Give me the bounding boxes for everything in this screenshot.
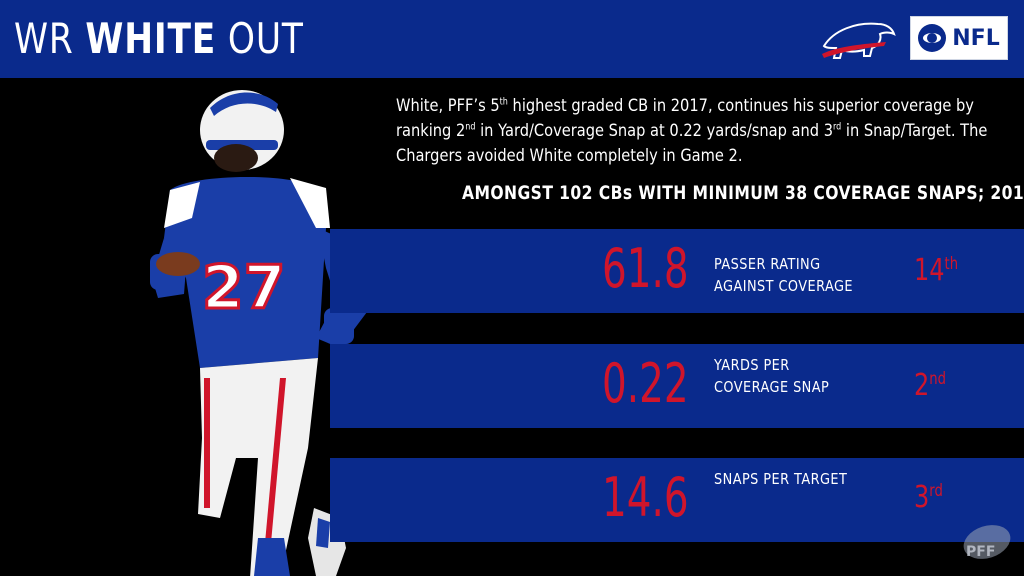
stats-subheading: AMONGST 102 CBs WITH MINIMUM 38 COVERAGE… bbox=[462, 182, 1024, 204]
rank-number: 3 bbox=[914, 480, 930, 515]
description-part: in Yard/Coverage Snap at 0.22 yards/snap… bbox=[475, 121, 834, 141]
rank-suffix: th bbox=[944, 254, 959, 273]
stat-band-snaps-per-target: 14.6 SNAPS PER TARGET 3rd bbox=[330, 458, 1024, 542]
description-sup: th bbox=[499, 96, 508, 108]
svg-text:PFF: PFF bbox=[966, 544, 995, 560]
stat-band-yards-per-snap: 0.22 YARDS PER COVERAGE SNAP 2nd bbox=[330, 344, 1024, 428]
stat-value: 61.8 bbox=[602, 237, 689, 300]
description-sup: rd bbox=[833, 121, 842, 133]
rank-suffix: rd bbox=[929, 481, 943, 500]
buffalo-logo-icon bbox=[822, 22, 896, 59]
stat-rank: 14th bbox=[914, 253, 958, 288]
title-suffix: OUT bbox=[216, 14, 304, 63]
cbs-nfl-logo-icon: NFL bbox=[910, 16, 1008, 60]
cbs-eye-icon bbox=[918, 24, 947, 52]
stat-rank: 3rd bbox=[914, 480, 943, 515]
pff-logo-icon: PFF bbox=[963, 525, 1011, 560]
description-sup: nd bbox=[465, 121, 476, 133]
stat-label-line: PASSER RATING bbox=[714, 255, 821, 273]
stat-label-line: SNAPS PER TARGET bbox=[714, 470, 848, 488]
stat-label-line: YARDS PER bbox=[714, 356, 790, 374]
stat-value: 14.6 bbox=[602, 466, 689, 529]
description-text: White, PFF’s 5th highest graded CB in 20… bbox=[396, 94, 1015, 169]
stat-rank: 2nd bbox=[914, 368, 946, 403]
page-title: WR WHITE OUT bbox=[14, 14, 304, 63]
description-part: highest graded CB in 2017, continues his… bbox=[396, 96, 974, 141]
description-part: White, PFF’s 5 bbox=[396, 96, 500, 116]
description-part: in Snap/Target. The Chargers avoided Whi… bbox=[396, 121, 988, 166]
stat-band-passer-rating: 61.8 PASSER RATING AGAINST COVERAGE 14th bbox=[330, 229, 1024, 313]
rank-suffix: nd bbox=[929, 369, 947, 388]
svg-text:27: 27 bbox=[202, 253, 286, 323]
stat-label: SNAPS PER TARGET bbox=[714, 468, 847, 490]
stat-label: YARDS PER COVERAGE SNAP bbox=[714, 354, 829, 398]
stat-label-line: AGAINST COVERAGE bbox=[714, 277, 854, 295]
stat-label: PASSER RATING AGAINST COVERAGE bbox=[714, 253, 853, 297]
stat-value: 0.22 bbox=[602, 352, 689, 415]
network-label: NFL bbox=[952, 25, 1000, 51]
header-bar: WR WHITE OUT NFL bbox=[0, 0, 1024, 78]
rank-number: 14 bbox=[914, 253, 945, 288]
title-bold: WHITE bbox=[85, 14, 217, 63]
rank-number: 2 bbox=[914, 368, 930, 403]
stat-label-line: COVERAGE SNAP bbox=[714, 378, 830, 396]
title-prefix: WR bbox=[14, 14, 86, 63]
